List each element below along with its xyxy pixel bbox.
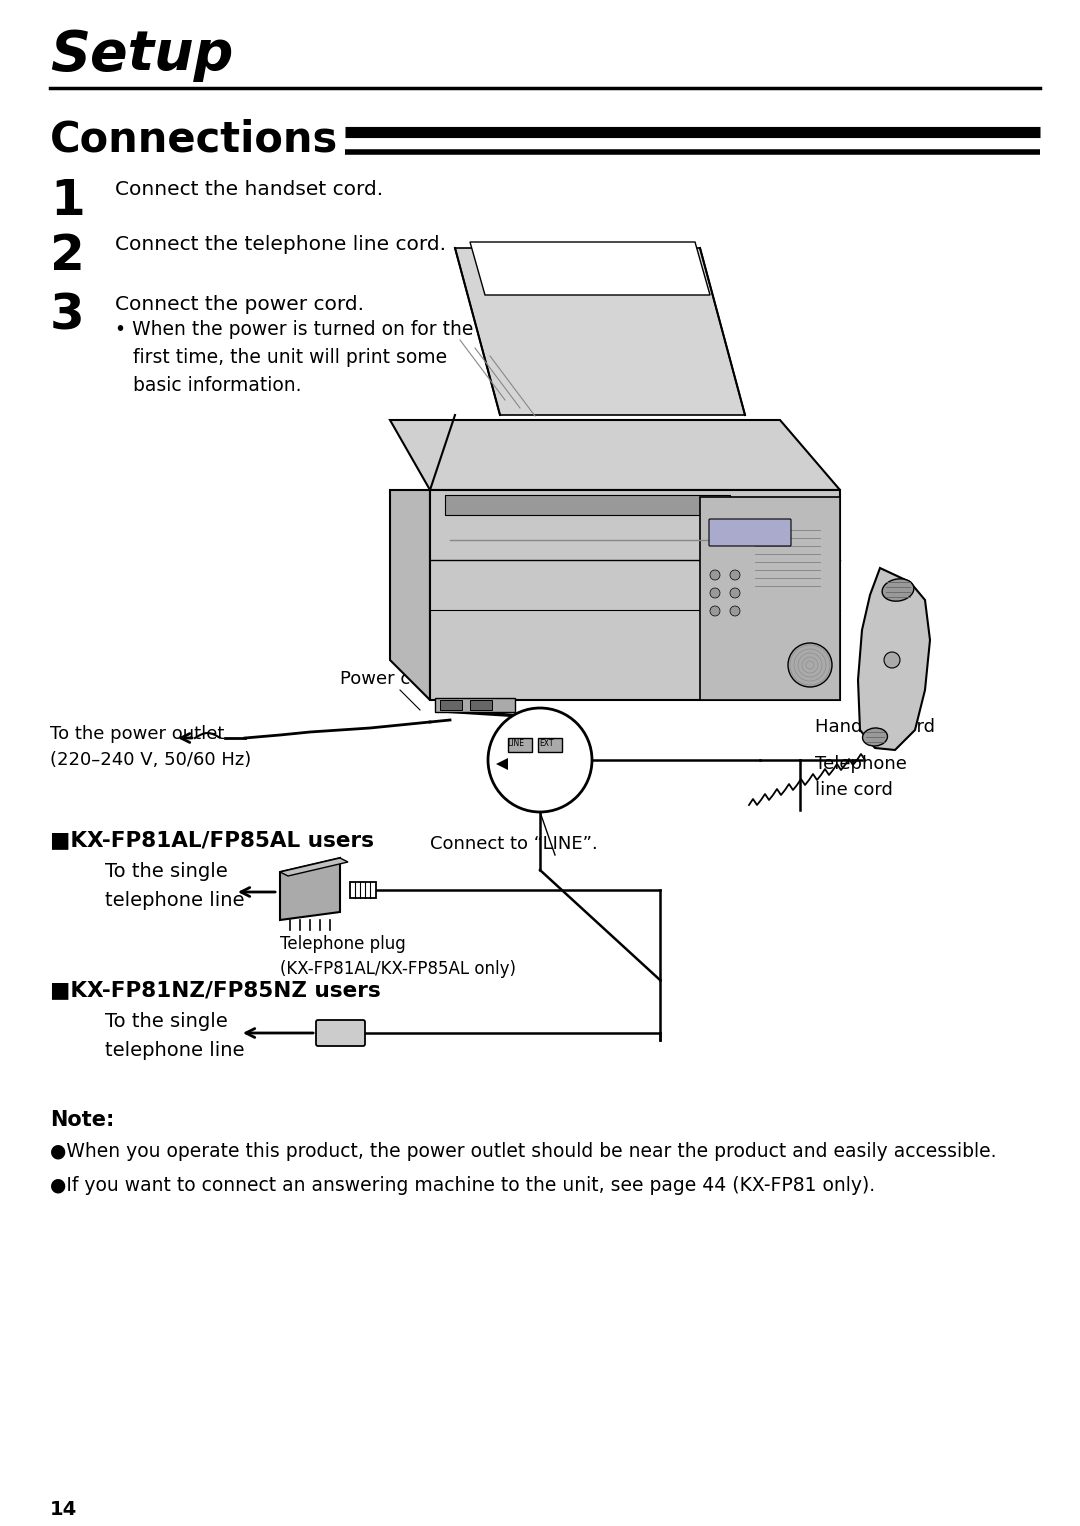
- Text: To the single
telephone line: To the single telephone line: [105, 862, 244, 909]
- Text: Connect the telephone line cord.: Connect the telephone line cord.: [114, 235, 446, 253]
- FancyBboxPatch shape: [538, 739, 562, 752]
- Polygon shape: [470, 243, 710, 295]
- Text: ■KX-FP81AL/FP85AL users: ■KX-FP81AL/FP85AL users: [50, 830, 374, 850]
- Circle shape: [730, 606, 740, 617]
- Text: Telephone plug
(KX-FP81AL/KX-FP85AL only): Telephone plug (KX-FP81AL/KX-FP85AL only…: [280, 935, 516, 978]
- FancyBboxPatch shape: [316, 1019, 365, 1045]
- Polygon shape: [858, 568, 930, 749]
- Circle shape: [788, 642, 832, 687]
- Text: To the power outlet
(220–240 V, 50/60 Hz): To the power outlet (220–240 V, 50/60 Hz…: [50, 725, 252, 769]
- Circle shape: [730, 588, 740, 598]
- Text: Power cord: Power cord: [340, 670, 440, 688]
- FancyBboxPatch shape: [508, 739, 532, 752]
- Text: 3: 3: [50, 291, 84, 340]
- Text: Connect to “LINE”.: Connect to “LINE”.: [430, 835, 597, 853]
- Polygon shape: [280, 858, 348, 876]
- Polygon shape: [700, 497, 840, 700]
- Text: 2: 2: [50, 232, 85, 279]
- Text: Connect the power cord.: Connect the power cord.: [114, 295, 364, 314]
- Polygon shape: [455, 249, 745, 415]
- FancyBboxPatch shape: [470, 700, 492, 710]
- FancyBboxPatch shape: [708, 519, 791, 546]
- Text: EXT: EXT: [539, 739, 553, 748]
- Circle shape: [710, 588, 720, 598]
- Text: ●When you operate this product, the power outlet should be near the product and : ●When you operate this product, the powe…: [50, 1141, 997, 1161]
- Text: ●If you want to connect an answering machine to the unit, see page 44 (KX-FP81 o: ●If you want to connect an answering mac…: [50, 1177, 875, 1195]
- Polygon shape: [430, 490, 840, 700]
- Polygon shape: [496, 758, 508, 771]
- Circle shape: [710, 571, 720, 580]
- Text: Note:: Note:: [50, 1109, 114, 1129]
- Text: Connect the handset cord.: Connect the handset cord.: [114, 180, 383, 198]
- Circle shape: [710, 606, 720, 617]
- Text: Connections: Connections: [50, 118, 338, 160]
- Polygon shape: [280, 858, 340, 920]
- Polygon shape: [390, 490, 430, 700]
- Text: Handset cord: Handset cord: [815, 719, 935, 736]
- Text: LINE: LINE: [508, 739, 525, 748]
- Text: • When the power is turned on for the
   first time, the unit will print some
  : • When the power is turned on for the fi…: [114, 320, 473, 395]
- Ellipse shape: [863, 728, 888, 746]
- Text: Telephone
line cord: Telephone line cord: [815, 755, 907, 800]
- FancyBboxPatch shape: [350, 882, 376, 897]
- Ellipse shape: [882, 578, 914, 601]
- Polygon shape: [445, 494, 730, 514]
- FancyBboxPatch shape: [440, 700, 462, 710]
- Circle shape: [885, 652, 900, 668]
- FancyBboxPatch shape: [435, 697, 515, 713]
- Text: ■KX-FP81NZ/FP85NZ users: ■KX-FP81NZ/FP85NZ users: [50, 980, 381, 1000]
- Text: To the single
telephone line: To the single telephone line: [105, 1012, 244, 1059]
- Text: Setup: Setup: [50, 27, 233, 82]
- Text: 1: 1: [50, 177, 85, 224]
- Circle shape: [488, 708, 592, 812]
- Circle shape: [730, 571, 740, 580]
- Polygon shape: [390, 420, 840, 490]
- Text: 14: 14: [50, 1500, 78, 1518]
